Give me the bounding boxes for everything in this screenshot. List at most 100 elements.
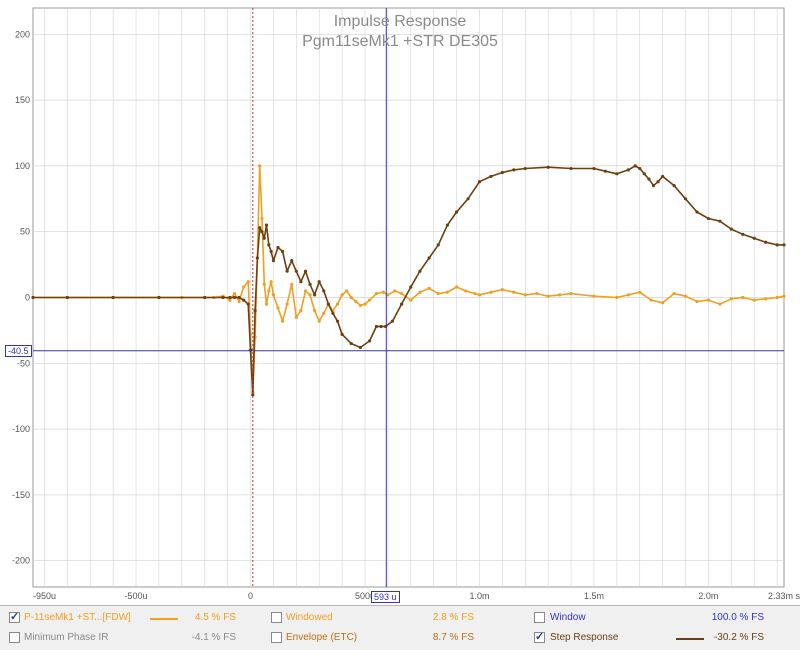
impulse-response-point — [729, 297, 733, 301]
impulse-response-point — [308, 293, 312, 297]
step-response-point — [308, 282, 312, 286]
step-response-point — [782, 243, 786, 247]
impulse-response-point — [569, 291, 573, 296]
x-tick-label: 500u — [355, 591, 375, 601]
window-checkbox[interactable] — [534, 612, 545, 623]
impulse-response-point — [363, 302, 367, 306]
min-phase-ir-label[interactable]: Minimum Phase IR — [24, 632, 109, 643]
step-response-label[interactable]: Step Response — [550, 632, 619, 643]
step-response-point — [253, 309, 257, 313]
step-response-point — [299, 280, 303, 284]
impulse-response-point — [345, 289, 349, 293]
impulse-response-point — [782, 294, 786, 298]
impulse-response-point — [269, 280, 273, 284]
y-tick-label: 200 — [15, 29, 30, 39]
impulse-response-point — [228, 298, 232, 302]
step-response-point — [695, 210, 699, 214]
impulse-response-point — [454, 285, 459, 289]
step-response-point — [603, 169, 608, 173]
step-response-point — [251, 393, 255, 397]
impulse-response-point — [317, 319, 321, 323]
step-response-point — [466, 197, 470, 201]
impulse-response-point — [661, 301, 665, 305]
step-response-point — [651, 184, 656, 188]
impulse-response-point — [626, 293, 630, 297]
impulse-response-point — [477, 293, 482, 297]
window-label[interactable]: Window — [550, 612, 586, 623]
measurement-ir-value: 4.5 % FS — [194, 612, 236, 623]
legend-row-1: P-11seMk1 +ST...[FDW] 4.5 % FS Windowed … — [0, 609, 800, 629]
step-response-checkbox[interactable] — [534, 630, 545, 643]
step-response-point — [445, 223, 450, 227]
impulse-response-point — [354, 299, 358, 304]
impulse-response-point — [764, 297, 768, 301]
impulse-response-point — [752, 298, 756, 302]
step-response-point — [633, 164, 637, 168]
step-response-point — [672, 184, 676, 188]
impulse-response-point — [535, 291, 539, 296]
step-response-point — [706, 216, 711, 221]
step-response-point — [638, 166, 642, 171]
measurement-ir-label[interactable]: P-11seMk1 +ST...[FDW] — [24, 612, 131, 623]
step-response-point — [221, 295, 225, 300]
step-response-point — [741, 232, 745, 236]
y-tick-label: -200 — [12, 556, 30, 566]
impulse-response-point — [285, 302, 289, 306]
window-value: 100.0 % FS — [711, 612, 764, 623]
impulse-response-point — [294, 315, 298, 319]
step-response-point — [358, 345, 363, 350]
step-response-point — [489, 174, 493, 179]
envelope-etc-label[interactable]: Envelope (ETC) — [286, 632, 358, 643]
plot-area[interactable]: 200 150 100 50 0 -50 -100 -150 -200 -950u -500u 0 50… — [0, 0, 800, 605]
step-response-point — [303, 269, 308, 273]
measurement-ir-checkbox[interactable] — [9, 610, 20, 623]
impulse-response-point — [393, 289, 397, 293]
step-response-point — [294, 269, 298, 273]
windowed-value: 2.8 % FS — [432, 612, 474, 623]
step-response-point — [775, 243, 779, 247]
step-response-point — [656, 180, 660, 184]
step-response-point — [326, 302, 330, 306]
step-response-point — [228, 295, 232, 300]
step-response-point — [317, 280, 321, 284]
step-response-point — [764, 240, 768, 244]
step-response-point — [615, 172, 619, 176]
step-response-point — [331, 311, 335, 315]
envelope-etc-checkbox[interactable] — [271, 632, 282, 643]
step-response-point — [379, 324, 383, 329]
impulse-response-point — [683, 294, 688, 298]
step-response-point — [400, 302, 404, 306]
impulse-response-point — [706, 298, 711, 302]
step-response-point — [157, 295, 161, 300]
impulse-response-point — [374, 291, 379, 296]
step-response-point — [418, 269, 422, 273]
impulse-response-point — [638, 290, 642, 294]
impulse-response-point — [427, 286, 431, 290]
step-response-point — [642, 172, 646, 176]
windowed-label[interactable]: Windowed — [286, 612, 333, 623]
step-response-point — [260, 230, 264, 234]
step-response-value: -30.2 % FS — [713, 632, 764, 643]
x-tick-label: -950u — [33, 591, 56, 601]
step-response-point — [262, 236, 266, 240]
impulse-response-point — [246, 280, 250, 284]
step-response-point — [340, 332, 344, 336]
step-response-point — [276, 245, 280, 250]
step-response-point — [237, 295, 241, 300]
step-response-point — [752, 236, 756, 240]
x-tick-label: 2.33m s — [768, 591, 800, 601]
x-tick-label: 1.5m — [584, 591, 604, 601]
min-phase-ir-checkbox[interactable] — [9, 632, 20, 643]
impulse-response-point — [718, 302, 722, 306]
step-response-point — [349, 341, 353, 346]
impulse-response-chart[interactable]: 200 150 100 50 0 -50 -100 -150 -200 -950u -500u 0 50… — [0, 0, 800, 605]
impulse-response-point — [340, 293, 344, 297]
step-response-point — [647, 177, 651, 181]
impulse-response-point — [303, 289, 308, 293]
step-response-point — [285, 269, 289, 273]
y-tick-label: -50 — [17, 358, 30, 368]
step-response-point — [271, 259, 276, 263]
impulse-response-point — [592, 294, 596, 298]
impulse-response-point — [299, 309, 303, 313]
windowed-checkbox[interactable] — [271, 612, 282, 623]
